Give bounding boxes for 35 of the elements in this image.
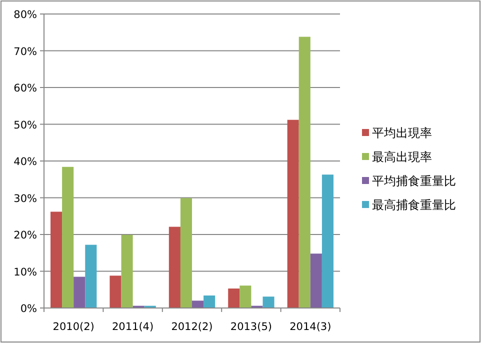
x-tick-label: 2010(2) <box>52 321 94 333</box>
legend-label: 平均捕食重量比 <box>372 174 456 188</box>
y-tick-label: 50% <box>14 119 38 132</box>
y-tick-label: 20% <box>14 230 38 242</box>
bar <box>204 296 216 308</box>
bar <box>180 198 192 308</box>
bar <box>85 244 97 308</box>
bar <box>287 120 299 308</box>
x-tick-label: 2012(2) <box>171 321 213 333</box>
x-tick-label: 2014(3) <box>290 321 332 333</box>
y-tick-label: 10% <box>14 266 38 278</box>
x-tick-label: 2013(5) <box>230 321 272 333</box>
bar <box>168 226 180 308</box>
bar <box>322 174 334 308</box>
bar <box>62 166 74 308</box>
bar <box>228 288 240 308</box>
bar <box>74 276 86 308</box>
y-tick-label: 60% <box>14 82 38 94</box>
bar <box>262 296 274 308</box>
bar <box>121 234 133 308</box>
x-tick-label: 2011(4) <box>112 321 154 333</box>
y-tick-label: 70% <box>14 46 38 58</box>
bar <box>298 36 310 308</box>
y-tick-label: 80% <box>14 9 38 21</box>
bar <box>192 300 204 308</box>
y-tick-label: 0% <box>20 303 38 315</box>
legend-label: 最高出現率 <box>372 150 432 164</box>
legend-label: 最高捕食重量比 <box>372 198 456 212</box>
legend-label: 平均出現率 <box>372 126 432 140</box>
bar <box>50 212 62 308</box>
y-tick-label: 30% <box>14 192 38 205</box>
bar <box>240 286 252 308</box>
bar <box>310 254 322 308</box>
y-tick-label: 40% <box>14 156 38 168</box>
bar <box>110 276 122 308</box>
